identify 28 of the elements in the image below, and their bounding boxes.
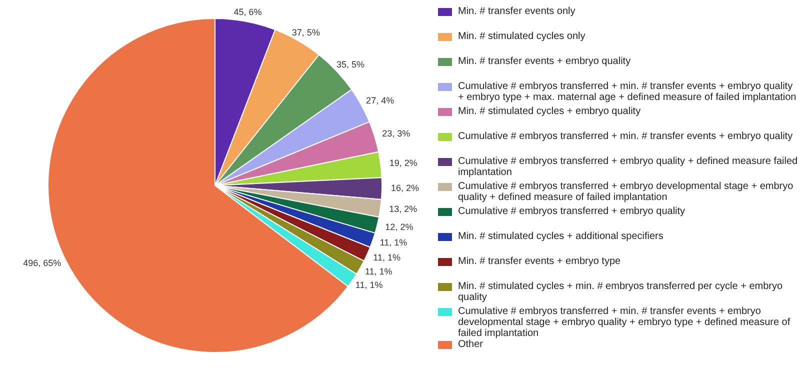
legend-label: Other (458, 339, 484, 350)
legend-label: Cumulative # embryos transferred + min. # transfer events + embryo developmental stage + embryo quality + embryo type + defined measure of failed implantation (458, 306, 792, 339)
data-label: 11, 1% (364, 266, 392, 277)
legend-label: Cumulative # embryos transferred + embryo developmental stage + embryo quality + defined measure of failed implantation (458, 181, 794, 203)
legend-label: Min. # transfer events + embryo quality (458, 56, 631, 67)
legend-label: Cumulative # embryos transferred + min. # transfer events + embryo quality (458, 131, 793, 142)
legend-label: Min. # stimulated cycles only (458, 31, 586, 42)
legend-label: Cumulative # embryos transferred + min. # transfer events + embryo quality + embryo type + max. maternal age + defined measure of failed implantation (458, 81, 798, 103)
data-label: 13, 2% (389, 204, 418, 214)
legend-label: Min. # stimulated cycles + embryo quality (458, 106, 641, 117)
data-label: 11, 1% (380, 238, 408, 248)
legend-label: Min. # transfer events + embryo type (458, 256, 621, 267)
data-label: 11, 1% (355, 280, 383, 290)
data-label: 23, 3% (382, 128, 410, 138)
legend-label: Cumulative # embryos transferred + embryo quality (458, 206, 686, 217)
data-label: 27, 4% (366, 95, 394, 106)
data-label: 45, 6% (234, 6, 262, 17)
data-label: 37, 5% (292, 27, 320, 38)
legend-label: Min. # transfer events only (458, 6, 576, 17)
data-label: 12, 2% (385, 222, 414, 232)
data-label: 16, 2% (390, 183, 419, 194)
legend-label: Min. # stimulated cycles + additional specifiers (458, 231, 664, 242)
legend-label: Min. # stimulated cycles + min. # embryos transferred per cycle + embryo quality (458, 281, 784, 303)
legend-label: Cumulative # embryos transferred + embryo quality + defined measure failed implantation (458, 156, 798, 178)
data-label: 496, 65% (23, 258, 62, 268)
data-label: 35, 5% (336, 59, 365, 70)
data-label: 11, 1% (373, 252, 400, 262)
data-label: 19, 2% (389, 158, 418, 168)
